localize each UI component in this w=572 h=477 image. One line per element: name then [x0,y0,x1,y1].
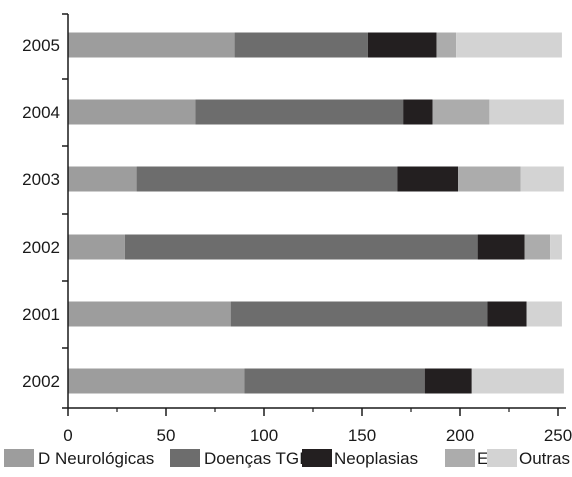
legend-swatch-3 [445,449,475,467]
bar-segment-2002-2 [477,234,525,260]
bar-segment-2004-2 [403,99,433,125]
axes-layer: 2005 2004 2003 2002 2001 2002 0 50 100 150 200 250 [22,13,572,445]
bar-segment-2005-1 [234,32,368,58]
y-tick-label: 2002 [22,372,60,391]
bar-segment-2005-3 [436,32,457,58]
bar-segment-2002-4 [550,234,562,260]
x-tick-label: 100 [250,426,278,445]
legend-swatch-4 [487,449,517,467]
y-tick-label: 2004 [22,103,60,122]
bar-segment-2004-3 [432,99,490,125]
bar-segment-2002-4 [471,368,564,394]
bars-layer [68,32,564,394]
legend-swatch-2 [302,449,332,467]
bar-segment-2005-0 [68,32,235,58]
x-tick-label: 200 [446,426,474,445]
bar-segment-2003-2 [397,166,459,192]
bar-segment-2005-4 [456,32,562,58]
bar-segment-2004-0 [68,99,196,125]
y-tick-label: 2001 [22,305,60,324]
x-tick-label: 150 [348,426,376,445]
bar-segment-2001-2 [487,301,527,327]
legend-label-1: Doenças TGI [204,449,304,468]
legend-label-4: Outras [519,449,570,468]
y-tick-label: 2002 [22,238,60,257]
bar-segment-2001-1 [230,301,488,327]
bar-segment-2002-1 [244,368,425,394]
legend-swatch-0 [4,449,34,467]
bar-segment-2003-0 [68,166,137,192]
bar-segment-2002-3 [524,234,551,260]
bar-segment-2002-0 [68,234,125,260]
y-tick-label: 2005 [22,36,60,55]
bar-segment-2004-1 [195,99,404,125]
legend-label-0: D Neurológicas [38,449,154,468]
x-tick-label: 50 [157,426,176,445]
bar-segment-2001-4 [526,301,562,327]
legend-label-2: Neoplasias [334,449,418,468]
bar-segment-2003-3 [458,166,521,192]
x-tick-label: 0 [63,426,72,445]
bar-segment-2003-4 [520,166,564,192]
bar-segment-2002-2 [424,368,472,394]
bar-segment-2002-0 [68,368,245,394]
bar-segment-2005-2 [367,32,437,58]
y-tick-label: 2003 [22,170,60,189]
bar-segment-2001-0 [68,301,231,327]
bar-segment-2004-4 [489,99,564,125]
bar-segment-2002-1 [124,234,478,260]
bar-segment-2003-1 [136,166,398,192]
x-tick-label: 250 [544,426,572,445]
legend-swatch-1 [170,449,200,467]
